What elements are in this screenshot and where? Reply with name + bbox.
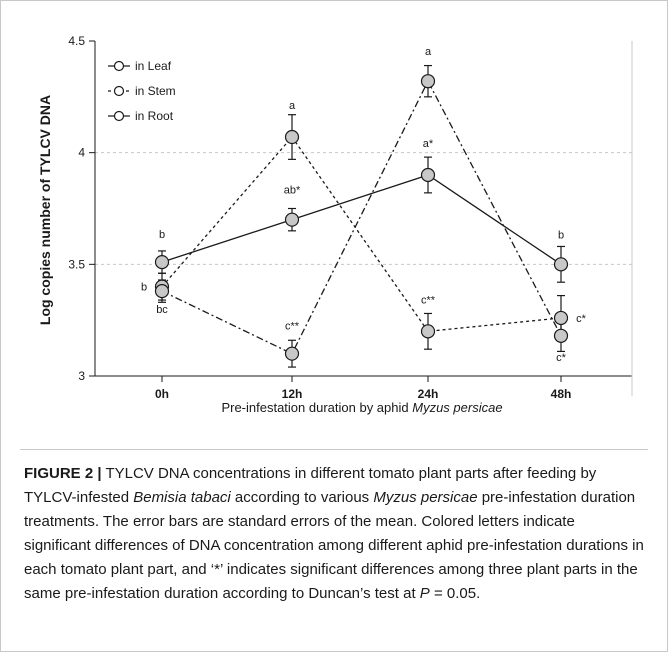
x-tick-label: 24h	[418, 387, 439, 401]
data-point	[420, 74, 436, 89]
x-axis-title-text: Pre-infestation duration by aphid	[221, 400, 412, 415]
y-tick-label: 4	[78, 146, 85, 160]
significance-label: b	[159, 229, 165, 241]
series-line-in-root	[161, 79, 562, 355]
data-point	[420, 324, 436, 339]
y-axis-title: Log copies number of TYLCV DNA	[37, 95, 53, 325]
legend-label: in Root	[135, 109, 174, 123]
x-tick-label: 48h	[551, 387, 572, 401]
legend-marker	[113, 110, 125, 122]
series-line-in-leaf	[161, 174, 562, 265]
significance-label: c**	[421, 294, 436, 306]
data-point	[284, 129, 300, 145]
series-line-in-stem	[161, 135, 562, 333]
caption-species-2: Myzus persicae	[373, 489, 478, 506]
figure-label: FIGURE 2	[24, 465, 94, 482]
legend-marker	[113, 60, 125, 72]
caption-separator: |	[97, 465, 102, 482]
legend-label: in Stem	[135, 84, 176, 98]
gridlines	[95, 152, 632, 265]
data-point	[154, 255, 170, 270]
significance-label: b	[141, 282, 147, 294]
caption-text-2: according to various	[230, 489, 374, 506]
caption-text-3: pre-infestation duration treatments. The…	[24, 489, 644, 602]
significance-label: a	[289, 100, 296, 112]
significance-label: c*	[556, 352, 567, 364]
x-axis-title-italic: Myzus persicae	[412, 400, 502, 415]
significance-label: a*	[423, 138, 434, 150]
series-lines	[154, 64, 569, 368]
caption-text-1: TYLCV DNA concentrations in different to…	[24, 465, 597, 506]
figure-caption: FIGURE 2 | TYLCV DNA concentrations in d…	[24, 462, 644, 606]
significance-label: c**	[285, 321, 300, 333]
data-point	[553, 328, 569, 343]
data-point	[284, 212, 300, 227]
y-tick-label: 3.5	[68, 257, 85, 271]
legend: in Leaf in Stem in Root	[108, 59, 176, 123]
significance-label: ab*	[284, 185, 301, 197]
axes: 3 3.5 4 4.5 0h 12h 24h 48h	[68, 34, 633, 401]
significance-label: c*	[576, 313, 587, 325]
data-point	[154, 284, 170, 299]
significance-label: a	[425, 46, 432, 58]
data-point	[284, 346, 300, 361]
line-chart: 3 3.5 4 4.5 0h 12h 24h 48h b ab* a* b b a c** c* bc c** a…	[37, 34, 633, 415]
legend-label: in Leaf	[135, 59, 172, 73]
data-point	[553, 257, 569, 272]
legend-marker	[113, 85, 125, 97]
caption-text-4: = 0.05.	[429, 585, 481, 602]
y-tick-label: 4.5	[68, 34, 85, 48]
significance-label: b	[558, 229, 564, 241]
data-point	[420, 167, 436, 183]
x-tick-label: 12h	[282, 387, 303, 401]
caption-divider	[20, 449, 648, 450]
data-point	[553, 310, 569, 326]
significance-labels: b ab* a* b b a c** c* bc c** a c*	[141, 46, 587, 364]
x-tick-label: 0h	[155, 387, 169, 401]
x-axis-title: Pre-infestation duration by aphid Myzus …	[221, 400, 502, 415]
significance-label: bc	[156, 304, 168, 316]
y-tick-label: 3	[78, 369, 85, 383]
caption-species-1: Bemisia tabaci	[133, 489, 231, 506]
caption-p-symbol: P	[419, 585, 430, 602]
